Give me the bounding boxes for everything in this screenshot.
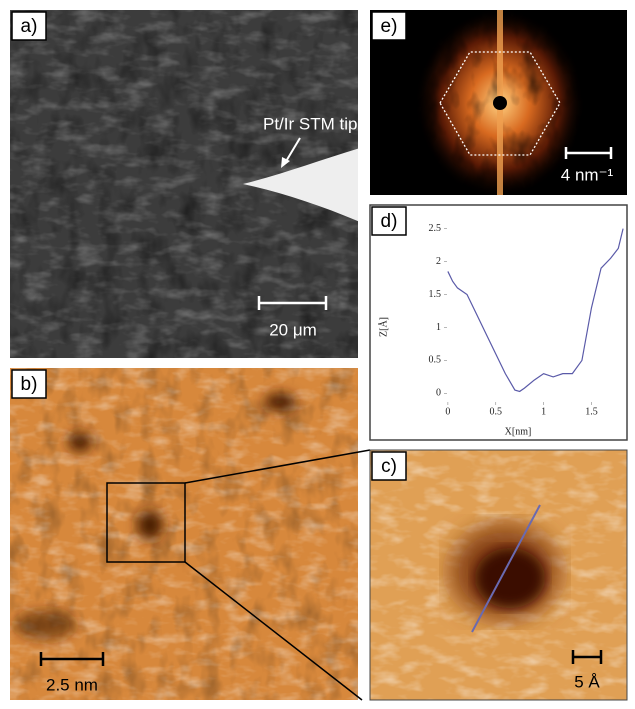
x-tick-label: 1 [541,406,546,417]
scale-label: 2.5 nm [46,675,98,694]
panel-label: d) [381,211,398,232]
panel-label: c) [381,456,397,477]
x-tick-label: 0.5 [489,406,502,417]
figure: Pt/Ir STM tip 20 μm a) 4 nm⁻¹ e) d) Z[Å]… [0,0,635,709]
panel-label: e) [381,16,398,37]
y-tick-label: 0.5 [429,355,442,366]
panel-b-image [10,368,358,700]
scale-label: 5 Å [574,672,600,691]
panel-a-image [10,10,360,358]
x-axis-label: X[nm] [505,426,532,437]
x-tick-label: 0 [445,406,450,417]
y-tick-label: 0 [436,388,441,399]
y-axis-label: Z[Å] [377,317,389,337]
y-tick-label: 2.5 [429,223,442,234]
scale-label: 4 nm⁻¹ [561,165,614,184]
panel-label: a) [21,16,38,37]
y-tick-label: 2 [436,256,441,267]
panel-label: b) [21,374,38,395]
annotation: Pt/Ir STM tip [263,114,357,133]
y-tick-label: 1 [436,322,441,333]
x-tick-label: 1.5 [585,406,598,417]
scale-label: 20 μm [269,320,317,339]
panel-c-image [370,450,627,700]
y-tick-label: 1.5 [429,289,442,300]
